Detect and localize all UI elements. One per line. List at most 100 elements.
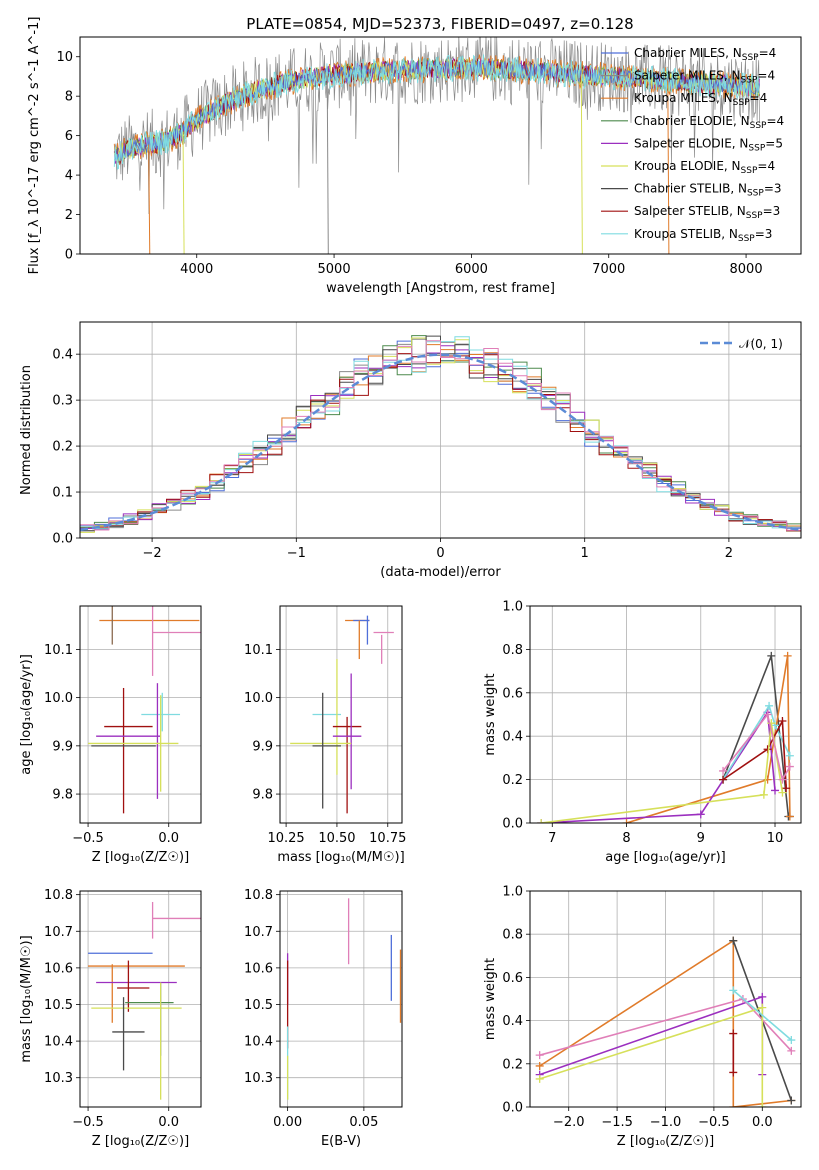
spectrum-dropout — [667, 80, 670, 254]
mass-weight-marker — [778, 717, 787, 726]
mass-weight-marker — [783, 651, 792, 660]
x-tick-label: 10.75 — [369, 831, 406, 846]
x-tick-label: −0.5 — [72, 831, 104, 846]
mass-weight-marker — [719, 775, 728, 784]
x-tick-label: 4000 — [180, 262, 213, 277]
y-tick-label: 10.5 — [244, 998, 273, 1013]
mass-weight-marker — [758, 992, 767, 1001]
plot-area-residuals — [80, 335, 801, 533]
axes-frame — [79, 605, 202, 824]
x-tick-label: 5000 — [318, 262, 351, 277]
y-tick-label: 10.4 — [44, 1035, 73, 1050]
mass-weight-series — [722, 712, 791, 782]
legend-suffix: =4 — [757, 69, 775, 83]
mass-weight-marker — [758, 1103, 767, 1107]
spectrum-dropout — [580, 74, 583, 254]
y-tick-label: 1.0 — [502, 885, 523, 900]
y-axis-label: mass [log₁₀(M/M☉)] — [19, 935, 34, 1062]
plot-area-mass_vs_Z — [88, 901, 201, 1100]
legend-subscript: SSP — [733, 98, 750, 108]
axes-frame — [79, 890, 202, 1108]
y-tick-label: 0.8 — [502, 643, 523, 658]
x-tick-label: 6000 — [455, 262, 488, 277]
x-tick-label: 8000 — [730, 262, 763, 277]
x-tick-label: 0.0 — [158, 1115, 179, 1130]
y-tick-label: 10 — [56, 50, 73, 65]
y-tick-label: 10.7 — [44, 925, 73, 940]
legend-subscript: SSP — [746, 211, 763, 221]
panel-mass_weight_vs_Z: −2.0 −1.5 −1.0 −0.5 0.0 0.0 0.2 0.4 0.6 0.8 1.0 Z [… — [483, 885, 802, 1149]
x-tick-label: 1 — [581, 546, 589, 561]
spectrum-dropout — [182, 131, 185, 254]
y-tick-label: 10.3 — [244, 1071, 273, 1086]
axes-frame — [279, 605, 403, 824]
y-tick-label: 2 — [65, 208, 73, 223]
y-tick-label: 0.2 — [52, 440, 73, 455]
y-tick-label: 0.6 — [502, 686, 523, 701]
y-tick-label: 10.5 — [44, 998, 73, 1013]
axes-frame — [279, 890, 403, 1108]
legend-label: Salpeter MILES, NSSP=4 — [634, 69, 775, 86]
panel-mass_vs_ebv: 0.00 0.05 10.3 10.4 10.5 10.6 10.7 10.8 E(B-V) — [244, 888, 403, 1149]
y-tick-label: 10.1 — [44, 643, 73, 658]
plot-area-mass_vs_ebv — [286, 898, 402, 1100]
panel-mass_vs_Z: −0.5 0.0 10.3 10.4 10.5 10.6 10.7 10.8 Z [log₁₀(… — [19, 888, 202, 1149]
mass-weight-marker — [719, 766, 728, 775]
spectrum-dropout — [148, 144, 151, 254]
mass-weight-series — [722, 718, 787, 789]
mass-weight-marker — [767, 651, 776, 660]
mass-weight-marker — [765, 701, 774, 710]
mass-weight-marker — [535, 1061, 544, 1070]
spectrum-dropout — [326, 75, 329, 254]
mass-weight-marker — [785, 762, 794, 771]
plot-area-mass_weight_vs_age — [537, 651, 794, 823]
legend-suffix: =4 — [750, 91, 768, 105]
mass-weight-series — [732, 989, 792, 1041]
legend-suffix: =4 — [759, 46, 777, 60]
x-axis-label: Z [log₁₀(Z/Z☉)] — [92, 1134, 189, 1149]
axes-frame — [529, 605, 802, 824]
mass-weight-series — [626, 655, 791, 823]
x-axis-label: mass [log₁₀(M/M☉)] — [277, 850, 404, 865]
y-tick-label: 0.4 — [502, 730, 523, 745]
y-tick-label: 0.2 — [502, 773, 523, 788]
mass-weight-marker — [729, 936, 738, 945]
panel-spectrum: 4000 5000 6000 7000 8000 0 2 4 6 8 10 wavelength [A… — [27, 17, 802, 296]
y-tick-label: 6 — [65, 129, 73, 144]
mass-weight-marker — [729, 986, 738, 995]
legend-suffix: =4 — [757, 159, 775, 173]
mass-weight-marker — [763, 710, 772, 719]
x-tick-label: 10 — [767, 831, 784, 846]
x-tick-label: 10.25 — [267, 831, 304, 846]
mass-weight-marker — [767, 719, 776, 728]
gaussian-curve — [80, 353, 801, 532]
mass-weight-marker — [759, 790, 768, 799]
legend-suffix: =5 — [765, 136, 783, 150]
x-tick-label: 7000 — [592, 262, 625, 277]
legend-label: Salpeter ELODIE, NSSP=5 — [634, 136, 783, 153]
x-axis-label: age [log₁₀(age/yr)] — [605, 850, 726, 865]
x-tick-label: −2.0 — [553, 1115, 585, 1130]
x-tick-label: −0.5 — [72, 1115, 104, 1130]
mass-weight-marker — [787, 1096, 796, 1105]
y-tick-label: 9.8 — [52, 788, 73, 803]
x-axis-label: wavelength [Angstrom, rest frame] — [326, 281, 555, 296]
y-tick-label: 10.0 — [44, 691, 73, 706]
y-tick-label: 8 — [65, 90, 73, 105]
legend-label: 𝒩(0, 1) — [739, 337, 783, 351]
y-tick-label: 0.2 — [502, 1057, 523, 1072]
y-tick-label: 10.6 — [44, 961, 73, 976]
legend-subscript: SSP — [748, 143, 765, 153]
x-tick-label: −0.5 — [698, 1115, 730, 1130]
x-tick-label: −1.5 — [601, 1115, 633, 1130]
mass-weight-series — [541, 709, 776, 823]
mass-weight-marker — [787, 1046, 796, 1055]
axes-frame — [529, 890, 802, 1108]
y-axis-label: Flux [f_λ 10^-17 erg cm^-2 s^-1 A^-1] — [27, 17, 42, 275]
legend-subscript: SSP — [742, 53, 759, 63]
legend-subscript: SSP — [750, 121, 767, 131]
y-tick-label: 0 — [65, 248, 73, 263]
y-tick-label: 0.3 — [52, 394, 73, 409]
